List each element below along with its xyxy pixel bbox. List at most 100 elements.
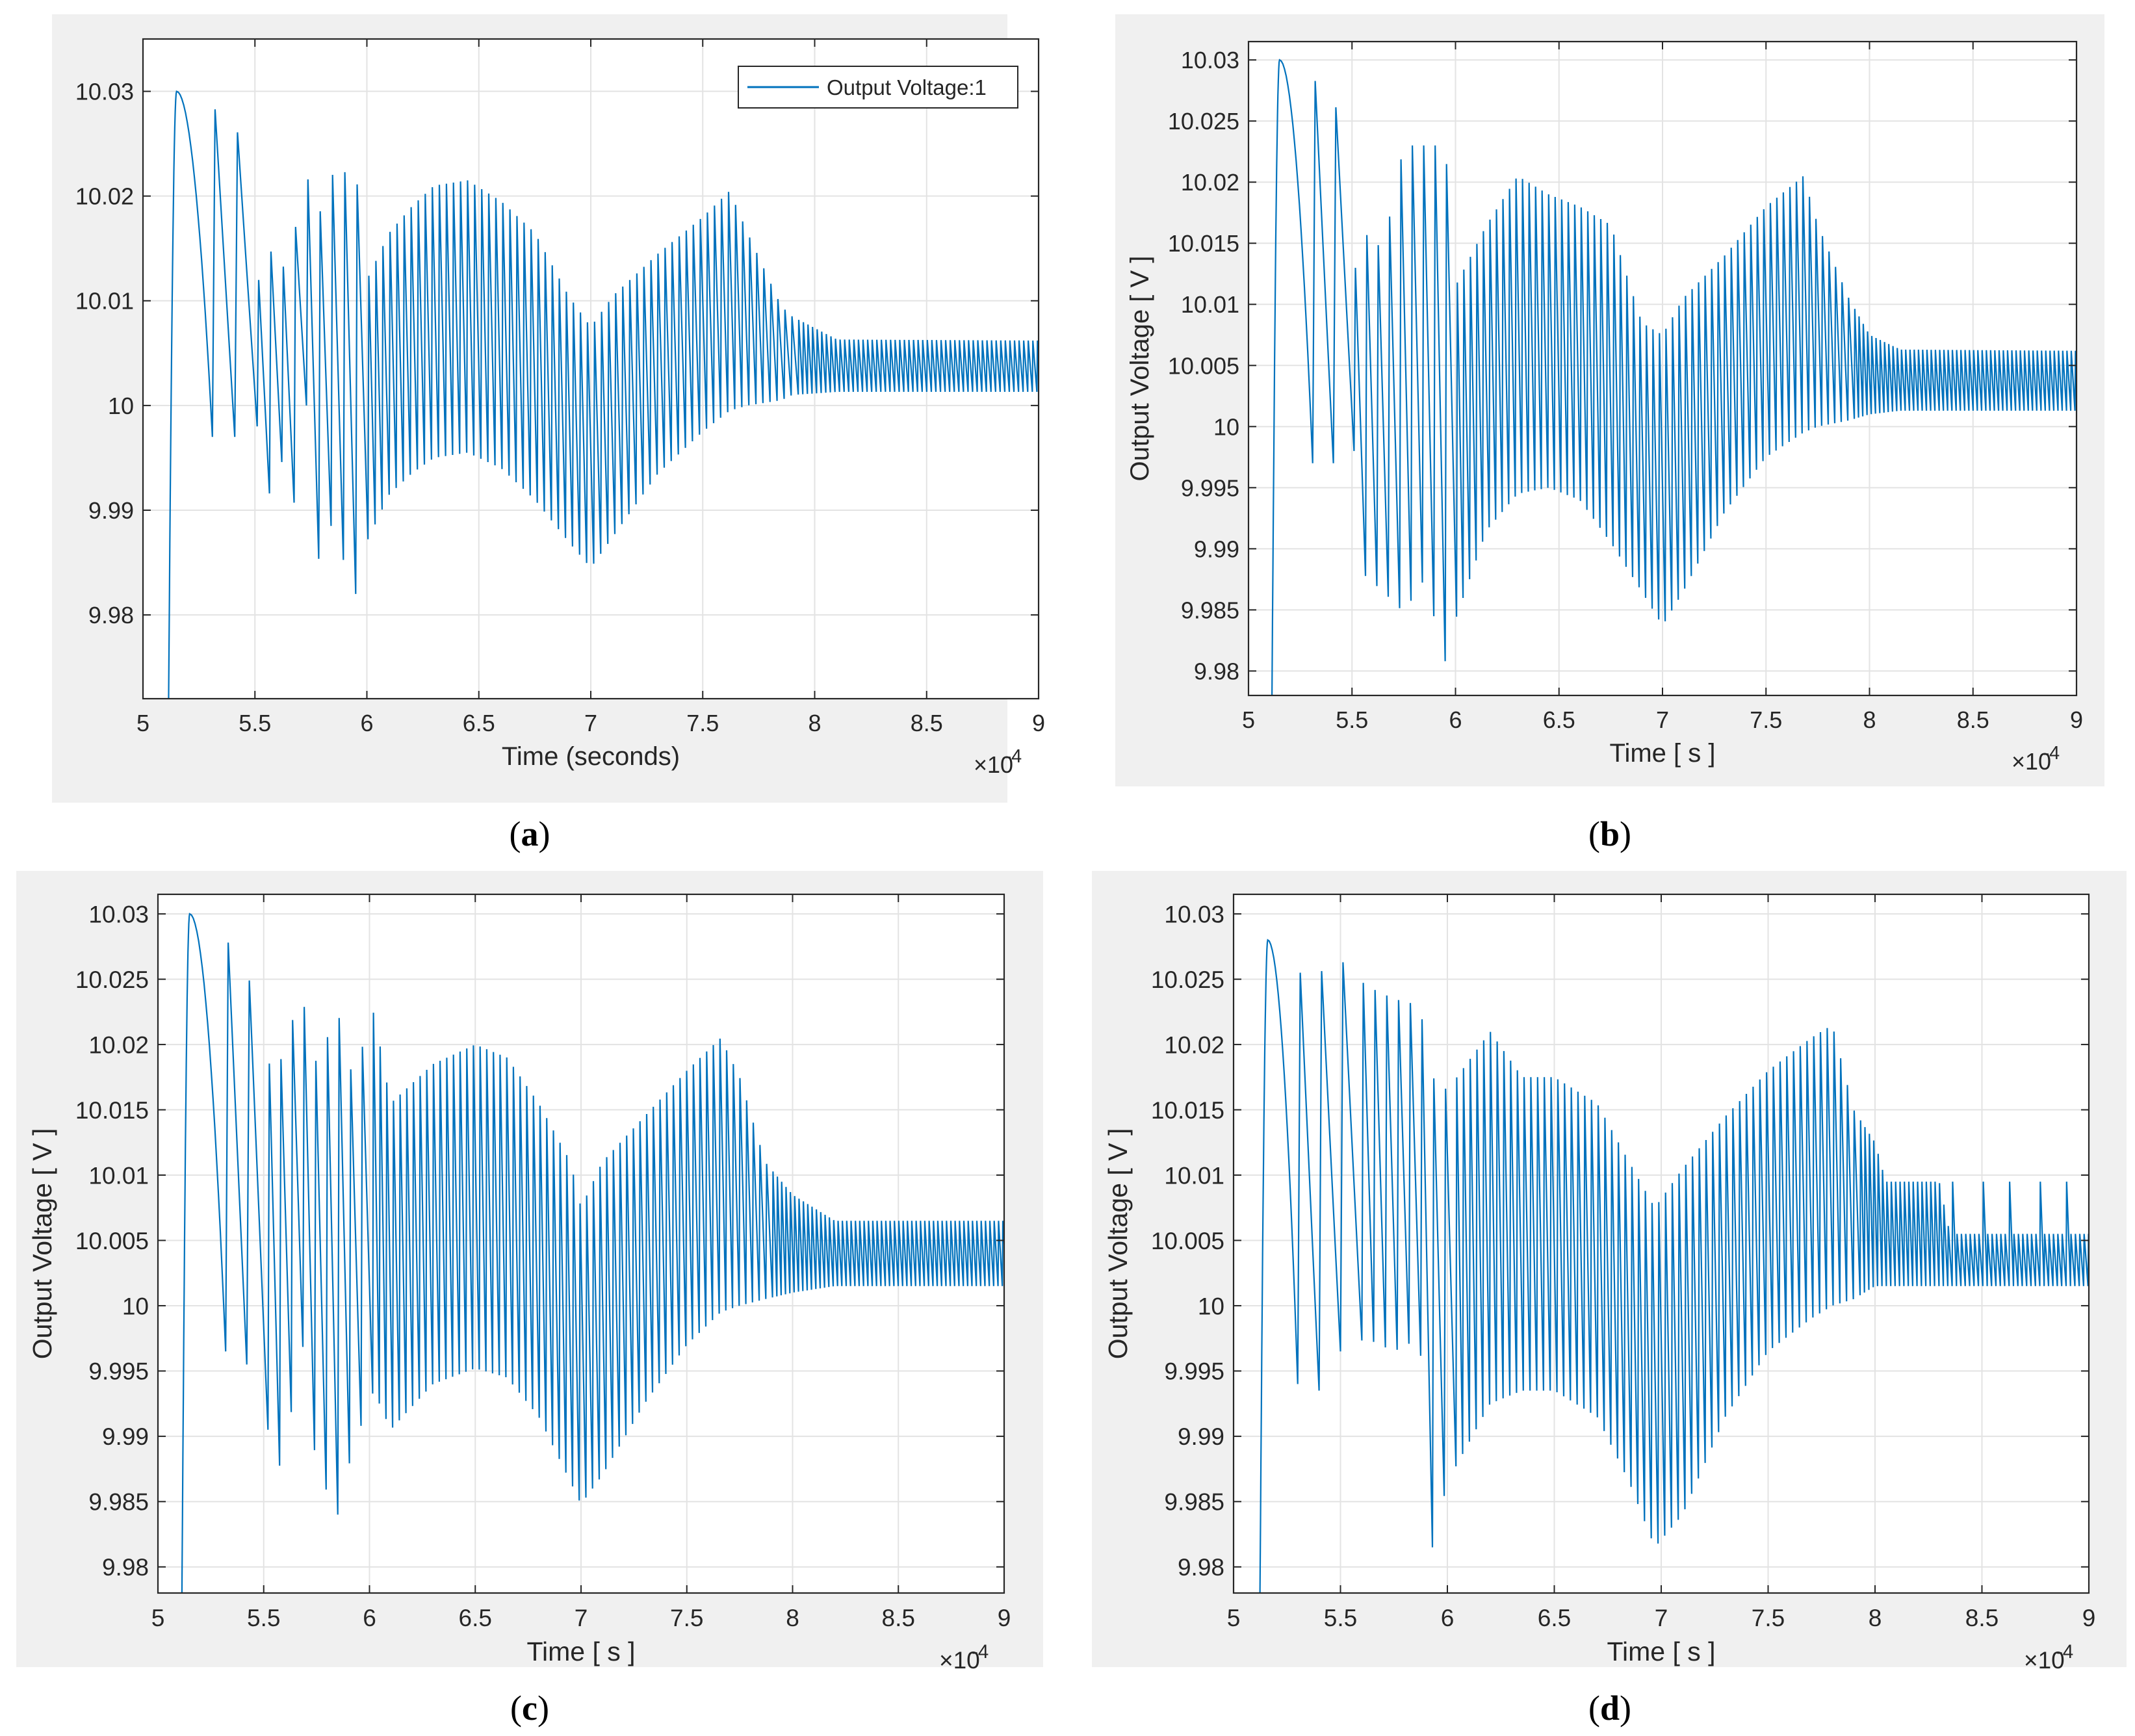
x-tick-label: 5	[136, 710, 149, 736]
y-tick-label: 10.025	[75, 966, 149, 993]
y-tick-label: 10.03	[1164, 901, 1224, 927]
x-tick-label: 8	[1869, 1605, 1882, 1631]
x-tick-label: 7.5	[686, 710, 719, 736]
panel-d: 5 5.5 6 6.5 7 7.5 8 8.5 9 9.98 9.985 9.99 9.995 10 10.…	[1092, 871, 2127, 1674]
chart-c: 5 5.5 6 6.5 7 7.5 8 8.5 9 9.98 9.985 9.99 9.995 10 10.…	[27, 893, 1011, 1674]
x-exponent: -4	[972, 1641, 989, 1663]
x-exponent-label: ×10	[2012, 748, 2051, 775]
x-tick-label: 5.5	[1324, 1605, 1357, 1631]
y-tick-label: 9.99	[102, 1423, 149, 1450]
y-tick-label: 9.985	[1164, 1489, 1224, 1516]
x-tick-label: 6.5	[463, 710, 495, 736]
y-tick-label: 9.99	[1194, 536, 1239, 562]
x-tick-label: 8	[1863, 706, 1876, 733]
y-tick-label: 10.015	[1151, 1097, 1224, 1124]
y-tick-label: 10	[108, 393, 134, 419]
y-tick-label: 10.01	[88, 1162, 149, 1189]
x-tick-label: 6	[1449, 706, 1462, 733]
y-tick-label: 10.01	[1164, 1162, 1224, 1189]
y-tick-label: 10.01	[1181, 291, 1239, 318]
x-tick-label: 5.5	[247, 1605, 280, 1631]
y-tick-label: 9.995	[1164, 1358, 1224, 1385]
x-tick-label: 7	[584, 710, 597, 736]
y-tick-label: 9.98	[88, 602, 134, 628]
x-tick-label: 7	[1656, 706, 1669, 733]
x-tick-label: 9	[998, 1605, 1011, 1631]
x-tick-label: 8.5	[1965, 1605, 1999, 1631]
x-tick-label: 6	[363, 1605, 376, 1631]
x-tick-label: 6	[1441, 1605, 1455, 1631]
y-tick-label: 9.99	[1178, 1423, 1224, 1450]
x-tick-label: 8	[786, 1605, 799, 1631]
series-line	[168, 90, 1039, 699]
x-axis-label: Time [ s ]	[1607, 1637, 1715, 1666]
y-tick-label: 9.995	[1181, 474, 1239, 501]
x-tick-label: 7	[575, 1605, 588, 1631]
y-axis-label: Output Voltage [ V ]	[27, 1128, 57, 1360]
x-tick-label: 6.5	[459, 1605, 492, 1631]
y-tick-label: 9.98	[1194, 658, 1239, 684]
x-tick-label: 8.5	[911, 710, 943, 736]
x-tick-label: 7	[1655, 1605, 1668, 1631]
x-axis-label: Time [ s ]	[1610, 739, 1716, 768]
x-tick-label: 5.5	[1336, 706, 1368, 733]
y-tick-label: 10.02	[75, 183, 134, 210]
series-line	[1271, 58, 2077, 695]
y-tick-label: 10.03	[1181, 47, 1239, 73]
x-tick-label: 5	[1227, 1605, 1241, 1631]
y-tick-label: 10.005	[75, 1228, 149, 1254]
panel-b: 5 5.5 6 6.5 7 7.5 8 8.5 9 9.98 9.985 9.99 9.995 10 10.…	[1115, 14, 2104, 786]
y-axis-label: Output Voltage [ V ]	[1126, 256, 1154, 482]
y-tick-label: 9.98	[102, 1554, 149, 1581]
x-tick-label: 6.5	[1538, 1605, 1571, 1631]
x-tick-label: 7.5	[1752, 1605, 1785, 1631]
x-tick-label: 9	[1032, 710, 1045, 736]
x-tick-label: 9	[2082, 1605, 2096, 1631]
chart-d: 5 5.5 6 6.5 7 7.5 8 8.5 9 9.98 9.985 9.99 9.995 10 10.…	[1103, 893, 2096, 1674]
x-exponent: -4	[2056, 1641, 2073, 1663]
caption-b: (b)	[1588, 814, 1632, 853]
y-tick-label: 10.03	[88, 901, 149, 927]
x-exponent-label: ×10	[974, 751, 1013, 778]
y-tick-label: 9.995	[88, 1358, 149, 1385]
x-axis-label: Time [ s ]	[526, 1637, 635, 1666]
x-tick-label: 5	[1242, 706, 1255, 733]
x-exponent-label: ×10	[939, 1647, 980, 1674]
x-tick-label: 6.5	[1543, 706, 1575, 733]
y-tick-label: 10	[1213, 413, 1239, 440]
x-exponent: -4	[2043, 743, 2060, 764]
y-tick-label: 10.02	[1181, 169, 1239, 196]
caption-c: (c)	[510, 1689, 549, 1728]
x-tick-label: 5	[151, 1605, 165, 1631]
legend: Output Voltage:1	[738, 66, 1018, 109]
y-tick-label: 10.02	[1164, 1031, 1224, 1058]
y-tick-label: 9.985	[88, 1489, 149, 1516]
y-tick-label: 10.01	[75, 288, 134, 315]
y-tick-label: 10.03	[75, 79, 134, 105]
y-tick-label: 10.015	[1168, 230, 1239, 257]
chart-a: 5 5.5 6 6.5 7 7.5 8 8.5 9 9.98 9.99 10 10.01 10.02 10.…	[75, 38, 1045, 778]
x-tick-label: 7.5	[670, 1605, 703, 1631]
y-tick-label: 9.99	[88, 497, 134, 524]
x-tick-label: 8	[808, 710, 821, 736]
y-axis-label: Output Voltage [ V ]	[1103, 1128, 1133, 1360]
x-axis-label: Time (seconds)	[502, 742, 680, 771]
panel-a: 5 5.5 6 6.5 7 7.5 8 8.5 9 9.98 9.99 10 10.01 10.02 10.…	[52, 14, 1045, 803]
y-tick-label: 10.025	[1168, 108, 1239, 135]
x-tick-label: 8.5	[1957, 706, 1989, 733]
y-tick-label: 10.02	[88, 1031, 149, 1058]
y-tick-label: 9.98	[1178, 1554, 1224, 1581]
y-tick-label: 9.985	[1181, 597, 1239, 623]
panel-c: 5 5.5 6 6.5 7 7.5 8 8.5 9 9.98 9.985 9.99 9.995 10 10.…	[16, 871, 1043, 1674]
y-tick-label: 10.025	[1151, 966, 1224, 993]
caption-d: (d)	[1588, 1689, 1632, 1728]
y-tick-label: 10.005	[1168, 352, 1239, 379]
x-exponent-label: ×10	[2024, 1647, 2065, 1674]
x-tick-label: 9	[2070, 706, 2083, 733]
y-tick-label: 10.015	[75, 1097, 149, 1124]
chart-b: 5 5.5 6 6.5 7 7.5 8 8.5 9 9.98 9.985 9.99 9.995 10 10.…	[1126, 40, 2083, 775]
series-line	[1259, 939, 2089, 1593]
x-exponent: -4	[1005, 746, 1022, 767]
y-tick-label: 10.005	[1151, 1228, 1224, 1254]
caption-a: (a)	[509, 814, 550, 853]
